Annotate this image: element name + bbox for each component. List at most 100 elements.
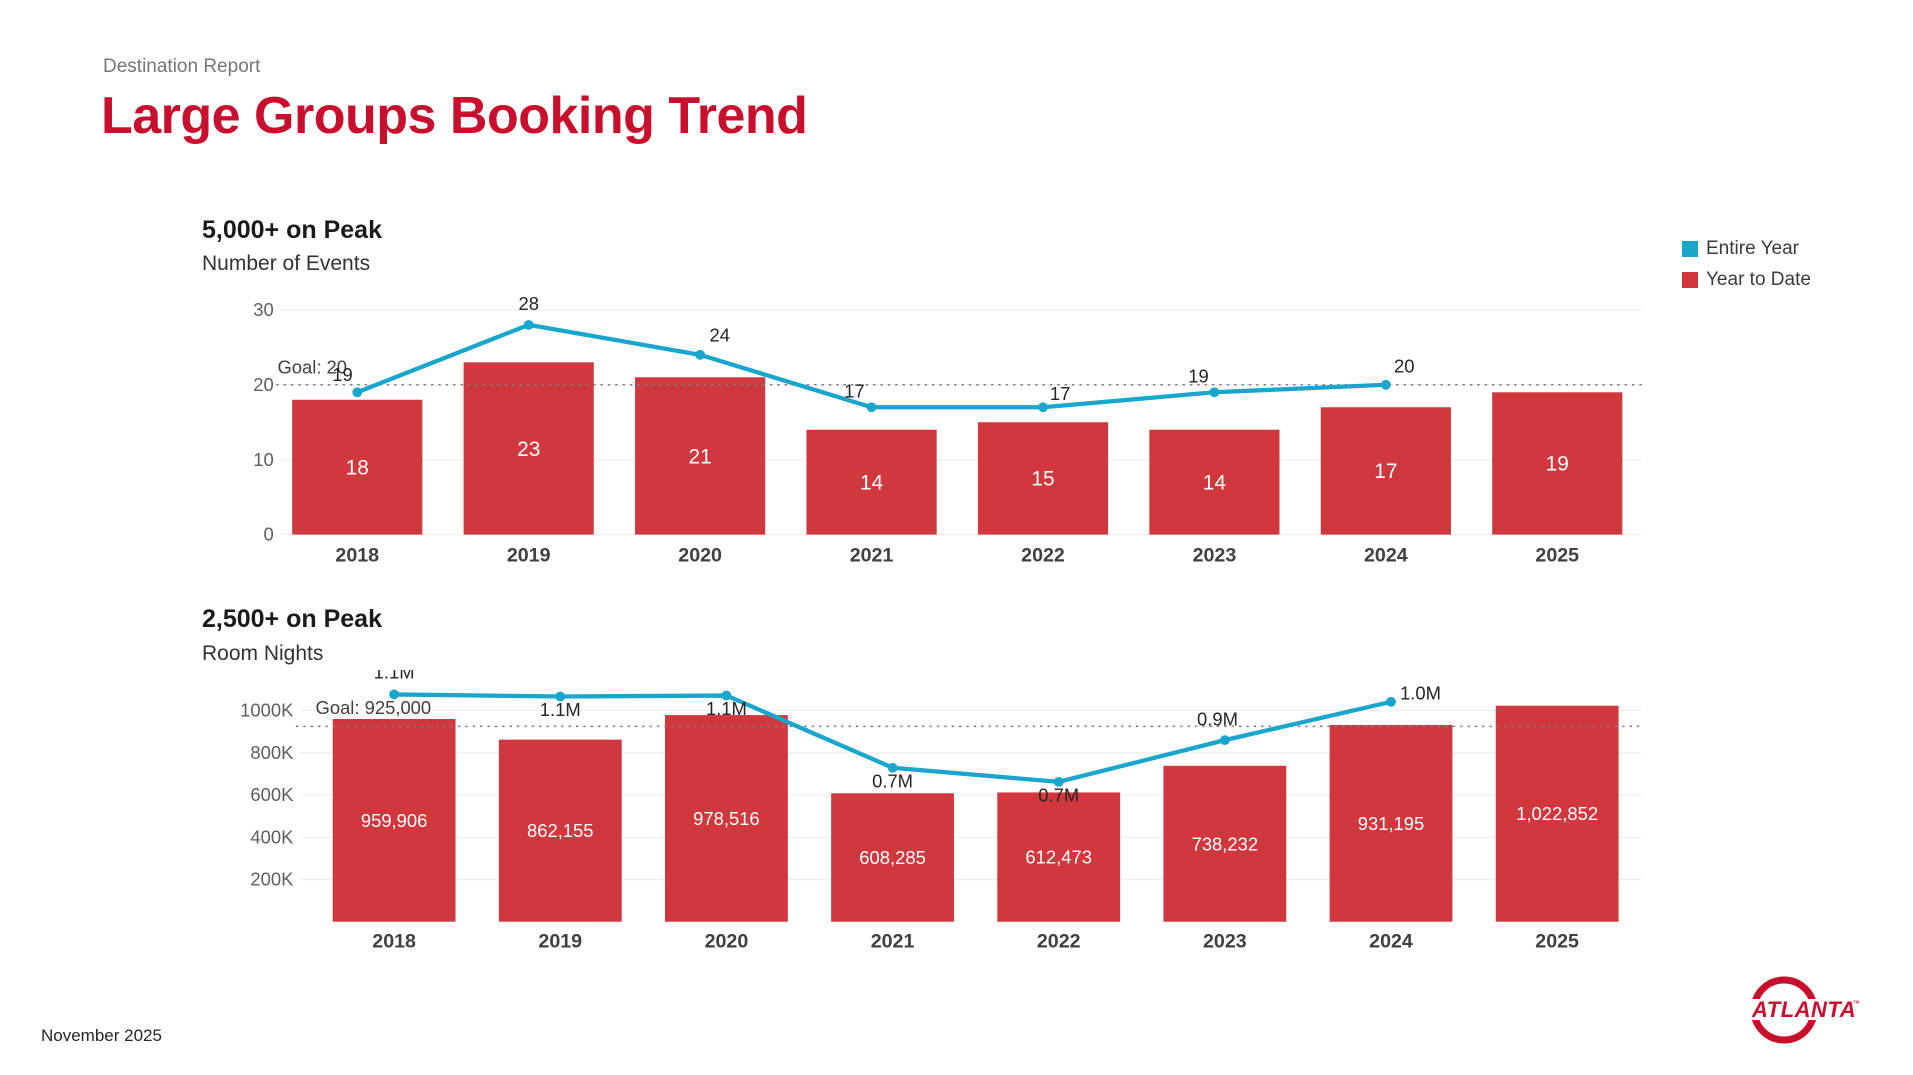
line-point-2018[interactable] — [352, 387, 363, 398]
events-chart-title: 5,000+ on Peak — [202, 216, 382, 244]
logo-band — [1746, 999, 1862, 1020]
x-axis-label: 2019 — [507, 545, 551, 567]
line-value-label: 20 — [1394, 356, 1414, 377]
line-value-label: 0.7M — [1038, 785, 1079, 806]
x-axis-label: 2024 — [1369, 931, 1413, 953]
line-point-2021[interactable] — [887, 762, 898, 773]
y-tick-label: 800K — [250, 742, 294, 763]
page-title: Large Groups Booking Trend — [101, 87, 808, 145]
goal-label: Goal: 20 — [277, 357, 347, 378]
line-value-label: 1.1M — [706, 698, 747, 719]
y-tick-label: 400K — [250, 826, 294, 847]
line-point-2019[interactable] — [523, 319, 534, 330]
x-axis-label: 2022 — [1021, 545, 1065, 567]
line-value-label: 1.1M — [374, 670, 415, 682]
footer-date: November 2025 — [41, 1026, 162, 1045]
bar-2024[interactable] — [1329, 725, 1453, 922]
bar-value-label: 931,195 — [1358, 813, 1425, 834]
bar-2018[interactable] — [332, 718, 456, 922]
bar-value-label: 1,022,852 — [1516, 803, 1598, 824]
legend-label-entire-year: Entire Year — [1706, 238, 1799, 259]
line-point-2022[interactable] — [1038, 402, 1048, 413]
x-axis-label: 2022 — [1037, 931, 1081, 953]
line-point-2020[interactable] — [721, 690, 732, 701]
line-point-2022[interactable] — [1053, 776, 1064, 787]
line-point-2021[interactable] — [866, 402, 877, 413]
room-nights-chart-title: 2,500+ on Peak — [202, 605, 382, 633]
line-value-label: 0.7M — [872, 770, 913, 791]
bar-2019[interactable] — [498, 739, 622, 922]
x-axis-label: 2020 — [705, 931, 749, 953]
line-point-2019[interactable] — [555, 691, 566, 702]
legend-swatch-year-to-date — [1682, 272, 1698, 288]
bar-value-label: 738,232 — [1192, 833, 1259, 854]
line-value-label: 19 — [332, 364, 352, 385]
x-axis-label: 2019 — [538, 931, 582, 953]
x-axis-label: 2021 — [850, 545, 894, 567]
bar-2020[interactable] — [665, 715, 788, 922]
report-label: Destination Report — [103, 56, 261, 77]
bar-value-label: 23 — [517, 438, 540, 461]
line-value-label: 24 — [710, 324, 730, 345]
x-axis-label: 2024 — [1364, 545, 1408, 567]
y-tick-label: 600K — [250, 784, 294, 805]
legend-item-entire-year[interactable]: Entire Year — [1682, 238, 1811, 260]
line-point-2020[interactable] — [695, 349, 706, 360]
y-tick-label: 30 — [253, 299, 273, 320]
bar-value-label: 862,155 — [527, 820, 594, 841]
y-tick-label: 200K — [250, 869, 294, 890]
bar-2018[interactable] — [292, 399, 423, 535]
line-value-label: 0.9M — [1197, 708, 1238, 729]
bar-value-label: 21 — [689, 445, 712, 468]
x-axis-label: 2020 — [678, 545, 722, 567]
bar-2025[interactable] — [1492, 392, 1623, 535]
x-axis-label: 2023 — [1203, 931, 1247, 953]
line-value-label: 17 — [844, 380, 864, 401]
line-value-label: 28 — [518, 293, 538, 314]
legend-item-year-to-date[interactable]: Year to Date — [1682, 269, 1811, 291]
bar-2024[interactable] — [1320, 407, 1451, 535]
x-axis-label: 2023 — [1193, 545, 1237, 567]
logo-wordmark: ATLANTA — [1751, 997, 1856, 1022]
bar-2023[interactable] — [1149, 429, 1280, 535]
bar-2022[interactable] — [977, 422, 1109, 535]
x-axis-label: 2018 — [335, 545, 379, 567]
bar-value-label: 608,285 — [859, 847, 926, 868]
bar-value-label: 959,906 — [361, 810, 428, 831]
line-point-2018[interactable] — [389, 689, 400, 700]
line-point-2024[interactable] — [1386, 696, 1396, 707]
x-axis-label: 2025 — [1535, 931, 1579, 953]
bar-value-label: 14 — [860, 472, 883, 495]
line-point-2023[interactable] — [1219, 735, 1230, 746]
x-axis-label: 2018 — [372, 931, 416, 953]
bar-value-label: 19 — [1546, 453, 1569, 476]
atlanta-logo: ATLANTA ™ — [1746, 976, 1862, 1044]
x-axis-label: 2025 — [1535, 545, 1579, 567]
legend-swatch-entire-year — [1682, 241, 1698, 257]
y-tick-label: 0 — [264, 524, 274, 545]
bar-value-label: 612,473 — [1025, 847, 1092, 868]
bar-value-label: 14 — [1203, 472, 1226, 495]
bar-2023[interactable] — [1163, 765, 1287, 922]
bar-2021[interactable] — [831, 793, 954, 922]
y-tick-label: 1000K — [240, 700, 294, 721]
bar-value-label: 18 — [346, 456, 369, 479]
bar-2025[interactable] — [1495, 705, 1619, 922]
line-point-2023[interactable] — [1209, 387, 1220, 398]
bar-2021[interactable] — [806, 429, 937, 535]
goal-label: Goal: 925,000 — [316, 697, 432, 718]
bar-value-label: 17 — [1374, 460, 1397, 483]
bar-2019[interactable] — [463, 362, 594, 535]
line-value-label: 19 — [1188, 365, 1208, 386]
bar-value-label: 15 — [1031, 468, 1054, 491]
y-tick-label: 20 — [253, 374, 273, 395]
line-value-label: 1.1M — [540, 699, 581, 720]
line-value-label: 1.0M — [1400, 682, 1441, 703]
legend: Entire Year Year to Date — [1682, 238, 1811, 291]
bar-2020[interactable] — [635, 377, 766, 535]
room-nights-chart: 1000K 800K 600K 400K 200K 959,906 862,155 978,5… — [240, 670, 1642, 953]
line-point-2024[interactable] — [1380, 379, 1391, 390]
bar-2022[interactable] — [997, 792, 1121, 922]
bar-value-label: 978,516 — [693, 808, 760, 829]
